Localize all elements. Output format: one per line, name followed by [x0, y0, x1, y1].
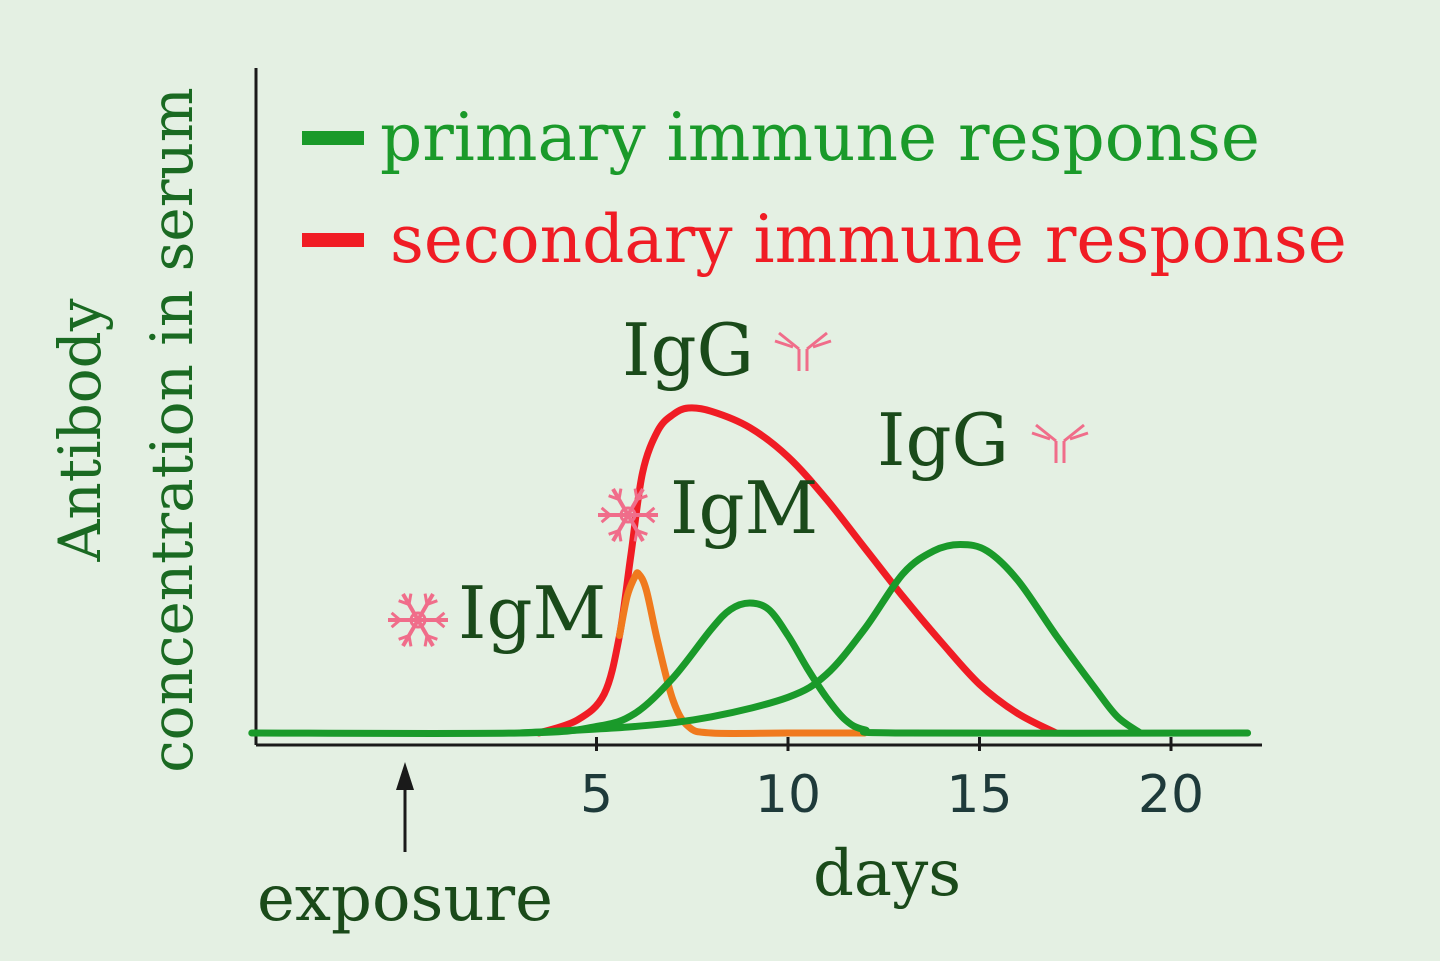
y-axis-label-line-2: concentration in serum [138, 87, 206, 773]
x-tick-label: 15 [946, 765, 1012, 825]
annotation-igg-primary: IgG [877, 398, 1009, 482]
y-axis-label-line-1: Antibody [46, 298, 114, 562]
annotation-igm-primary: IgM [458, 571, 606, 655]
legend-swatch-primary [302, 131, 364, 145]
x-tick-label: 5 [580, 765, 613, 825]
exposure-arrow-head [396, 762, 414, 790]
legend-swatch-secondary [302, 233, 364, 247]
legend-label-primary: primary immune response [380, 99, 1260, 176]
annotation-igm-secondary: IgM [670, 466, 818, 550]
annotation-igg-secondary: IgG [622, 308, 754, 392]
series-layer [248, 404, 1252, 737]
annotations: IgG IgG IgM IgM [388, 308, 1089, 655]
series-primary-igm-line [248, 599, 1252, 737]
x-axis-label: days [813, 837, 961, 911]
axes: 5 10 15 20 [254, 68, 1262, 852]
x-tick-label: 10 [755, 765, 821, 825]
legend: primary immune response secondary immune… [302, 99, 1347, 278]
antibody-icon [1031, 423, 1089, 463]
snowflake-icon [598, 488, 658, 542]
x-tick-label: 20 [1138, 765, 1204, 825]
snowflake-icon [388, 593, 448, 647]
series-primary-igg-line [516, 541, 1144, 737]
labels-layer: Antibody concentration in serum days exp… [46, 87, 961, 936]
legend-label-secondary: secondary immune response [390, 201, 1347, 278]
antibody-icon [774, 331, 832, 371]
series-secondary-igm-line [616, 569, 869, 737]
exposure-label: exposure [257, 862, 553, 936]
